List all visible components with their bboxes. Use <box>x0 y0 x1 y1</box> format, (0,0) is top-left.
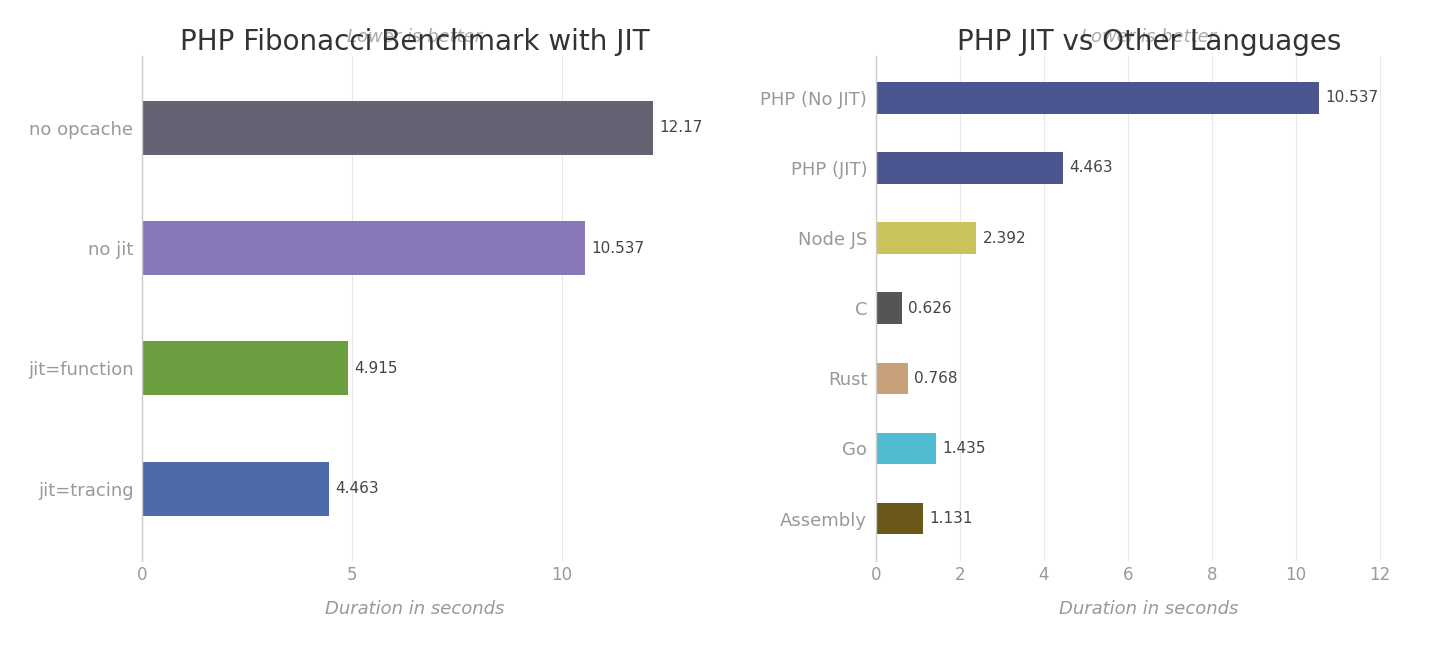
Bar <box>876 503 924 534</box>
Bar <box>142 341 348 395</box>
Text: 1.435: 1.435 <box>942 441 986 456</box>
Text: 1.131: 1.131 <box>929 511 973 526</box>
Text: 4.463: 4.463 <box>1070 160 1114 176</box>
Bar <box>876 222 976 254</box>
Text: 12.17: 12.17 <box>660 120 703 136</box>
Bar <box>876 152 1063 183</box>
Text: 4.463: 4.463 <box>335 481 380 496</box>
Title: PHP JIT vs Other Languages: PHP JIT vs Other Languages <box>957 28 1341 56</box>
X-axis label: Duration in seconds: Duration in seconds <box>325 600 505 618</box>
Text: 4.915: 4.915 <box>355 361 399 376</box>
Title: PHP Fibonacci Benchmark with JIT: PHP Fibonacci Benchmark with JIT <box>180 28 650 56</box>
Bar <box>876 82 1318 114</box>
Text: 10.537: 10.537 <box>1325 90 1377 105</box>
Bar <box>876 293 902 324</box>
Bar <box>876 362 908 394</box>
Text: Lower is better: Lower is better <box>1082 28 1217 46</box>
Bar <box>142 221 584 275</box>
Bar <box>142 461 329 516</box>
Text: 0.768: 0.768 <box>915 371 958 386</box>
Text: 0.626: 0.626 <box>908 301 953 316</box>
Text: 10.537: 10.537 <box>592 240 644 256</box>
Bar <box>142 101 654 155</box>
Text: 2.392: 2.392 <box>983 231 1027 245</box>
Bar <box>876 433 937 464</box>
X-axis label: Duration in seconds: Duration in seconds <box>1060 600 1238 618</box>
Text: Lower is better: Lower is better <box>348 28 483 46</box>
